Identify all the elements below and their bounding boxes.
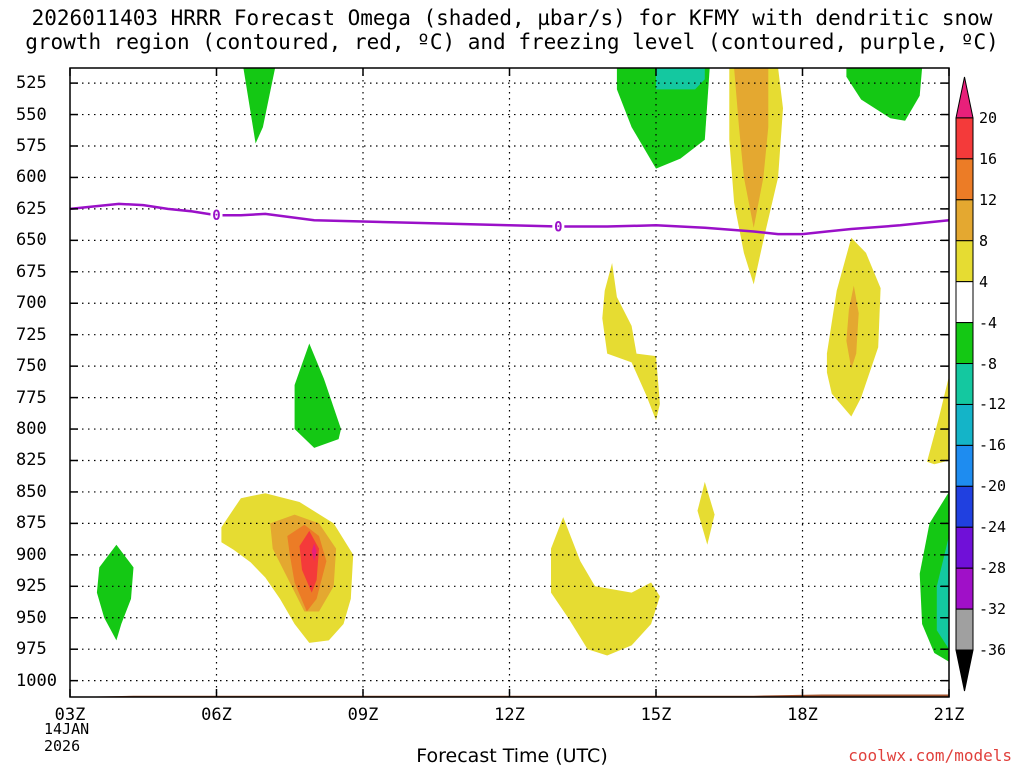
x-date-year: 2026 xyxy=(44,737,81,755)
colorbar-cell xyxy=(955,240,974,283)
grid xyxy=(70,68,949,697)
colorbar-cell xyxy=(955,363,974,405)
colorbar-label: -32 xyxy=(979,600,1007,619)
colorbar-cell xyxy=(955,117,974,160)
y-tick-label: 675 xyxy=(16,261,47,282)
omega-region-orange-top-1700 xyxy=(734,68,769,228)
colorbar-label: -20 xyxy=(979,477,1007,496)
colorbar-cell xyxy=(955,485,974,528)
x-tick-label: 09Z xyxy=(347,705,379,725)
omega-region-yellow-mid-1400 xyxy=(602,263,660,421)
y-tick-label: 850 xyxy=(16,481,47,502)
x-axis-label: Forecast Time (UTC) xyxy=(416,745,608,767)
axes xyxy=(69,67,950,698)
colorbar-label: 16 xyxy=(979,149,998,168)
omega-region-green-top-1900 xyxy=(846,68,923,121)
colorbar-cell xyxy=(955,281,974,324)
colorbar-cell xyxy=(955,76,974,119)
freezing-label-bg xyxy=(210,207,223,223)
y-tick-label: 800 xyxy=(16,419,47,440)
y-tick-label: 775 xyxy=(16,387,47,408)
freezing-level: 00 xyxy=(69,202,950,236)
omega-shading xyxy=(96,68,949,662)
y-tick-label: 525 xyxy=(16,73,47,94)
y-tick-label: 550 xyxy=(16,104,47,125)
y-tick-label: 975 xyxy=(16,639,47,660)
y-tick-label: 950 xyxy=(16,607,47,628)
colorbar-cell xyxy=(955,608,974,651)
y-tick-label: 625 xyxy=(16,198,47,219)
x-tick-label: 12Z xyxy=(494,705,525,725)
omega-region-green-low-0400 xyxy=(96,544,134,641)
y-tick-label: 875 xyxy=(16,513,47,534)
colorbar-label: 12 xyxy=(979,190,998,209)
plot-background xyxy=(70,68,949,697)
omega-region-teal-top-1500 xyxy=(656,68,705,90)
y-tick-label: 600 xyxy=(16,167,47,188)
y-tick-label: 925 xyxy=(16,576,47,597)
freezing-level-label: 0 xyxy=(212,208,220,224)
colorbar-label: 4 xyxy=(979,272,989,291)
x-tick-label: 06Z xyxy=(201,705,232,725)
omega-region-yellow-right-edge xyxy=(927,376,949,465)
colorbar-cell xyxy=(955,199,974,242)
x-tick-label: 03Z xyxy=(54,705,86,725)
colorbar-cell xyxy=(955,444,974,487)
omega-region-green-top-0630 xyxy=(243,68,276,144)
colorbar-label: -36 xyxy=(979,641,1007,660)
freezing-level-line xyxy=(69,202,950,236)
freezing-label-bg xyxy=(552,218,565,234)
colorbar-cell xyxy=(955,158,974,201)
omega-region-yellow-low-1300 xyxy=(551,517,660,656)
omega-region-magenta-low-0800 xyxy=(311,543,317,562)
colorbar-label: 20 xyxy=(979,108,998,127)
colorbar-label: -12 xyxy=(979,395,1007,414)
colorbar-cell xyxy=(955,567,974,610)
colorbar-label: -28 xyxy=(979,559,1007,578)
x-tick-label: 15Z xyxy=(640,705,672,725)
omega-region-teal-low-right xyxy=(936,536,949,650)
x-date-day: 14JAN xyxy=(44,720,90,738)
omega-region-orange-mid-1900 xyxy=(846,285,859,369)
colorbar-cell xyxy=(955,649,974,692)
colorbar-cell xyxy=(955,526,974,569)
x-tick-label: 18Z xyxy=(787,705,818,725)
colorbar-label: -16 xyxy=(979,436,1007,455)
y-tick-label: 900 xyxy=(16,544,47,565)
x-tick-label: 21Z xyxy=(933,705,965,725)
omega-region-green-mid-0800 xyxy=(294,343,341,448)
y-tick-label: 700 xyxy=(16,293,47,314)
omega-region-green-top-1500 xyxy=(616,68,710,169)
colorbar-cell xyxy=(955,403,974,446)
y-tick-label: 575 xyxy=(16,135,47,156)
colorbar-label: -4 xyxy=(979,313,998,332)
y-tick-label: 750 xyxy=(16,356,47,377)
y-tick-label: 1000 xyxy=(16,670,57,691)
colorbar-label: -24 xyxy=(979,518,1007,537)
chart-title: 2026011403 HRRR Forecast Omega (shaded, … xyxy=(25,6,999,54)
y-tick-label: 650 xyxy=(16,230,47,251)
colorbar-label: -8 xyxy=(979,354,998,373)
colorbar xyxy=(955,76,974,692)
colorbar-label: 8 xyxy=(979,231,989,250)
omega-region-yellow-low-1600 xyxy=(697,481,715,545)
colorbar-cell xyxy=(955,322,974,365)
credit-link[interactable]: coolwx.com/models xyxy=(848,746,1012,765)
freezing-level-label: 0 xyxy=(554,220,562,236)
y-tick-label: 725 xyxy=(16,324,47,345)
y-tick-label: 825 xyxy=(16,450,47,471)
